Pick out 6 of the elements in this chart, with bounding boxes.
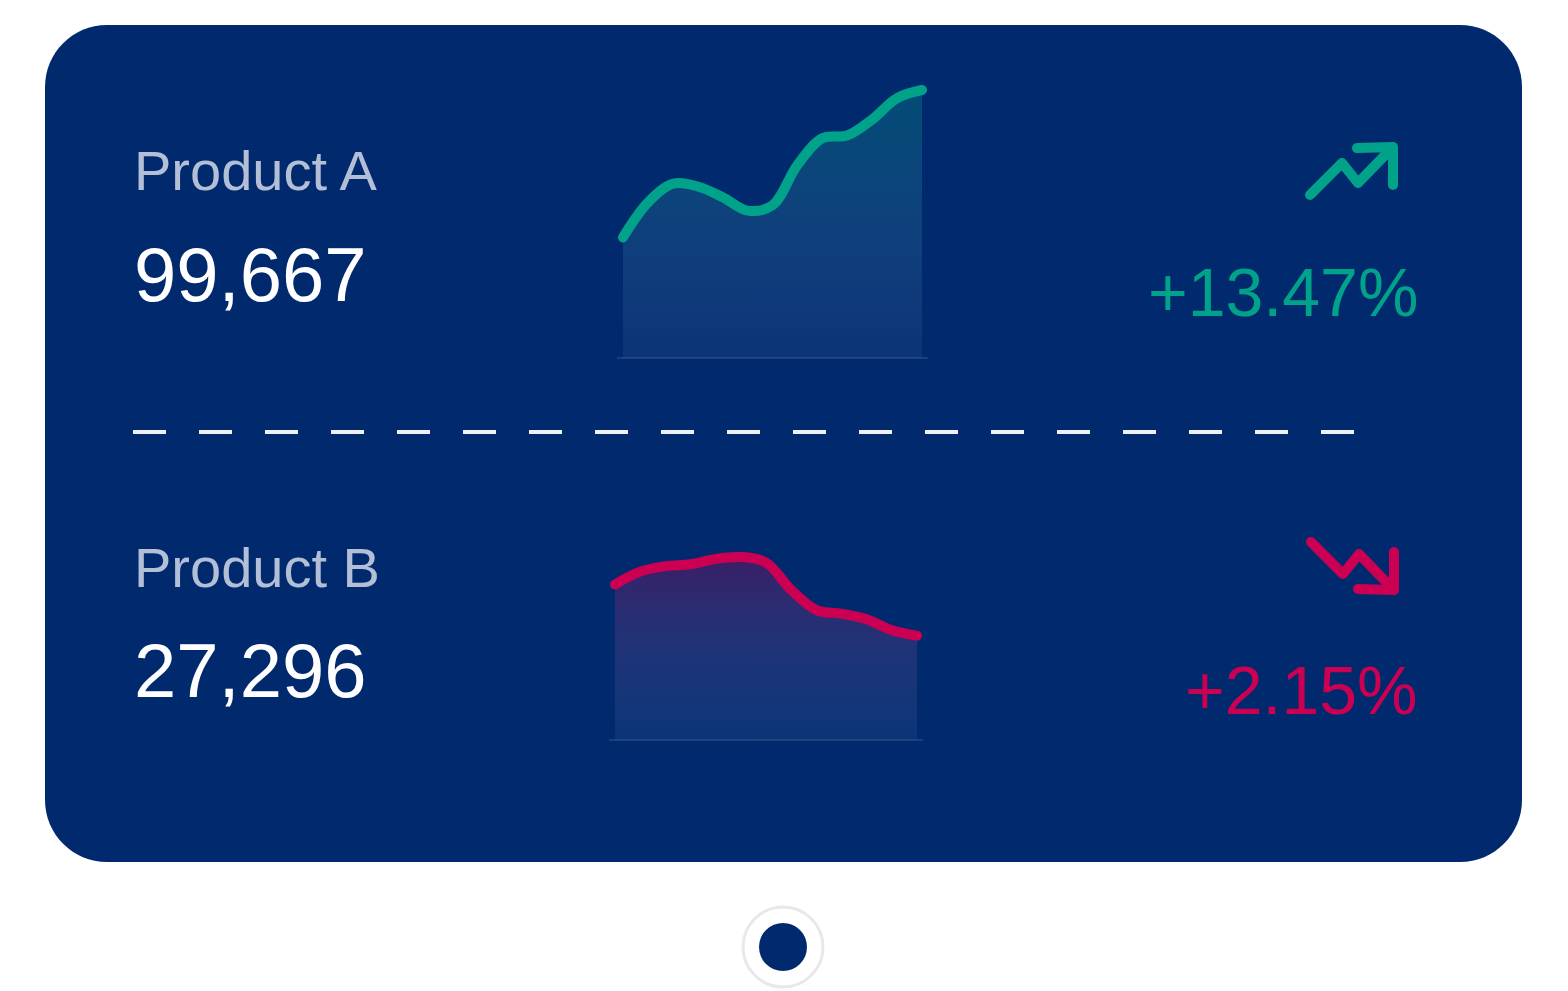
text: Product A bbox=[134, 139, 378, 202]
text: +13.47% bbox=[1148, 254, 1419, 330]
text: +2.15% bbox=[1185, 652, 1418, 728]
text: 99,667 bbox=[134, 232, 367, 317]
text: 27,296 bbox=[134, 628, 367, 713]
chart-title: Product B bbox=[134, 536, 380, 599]
